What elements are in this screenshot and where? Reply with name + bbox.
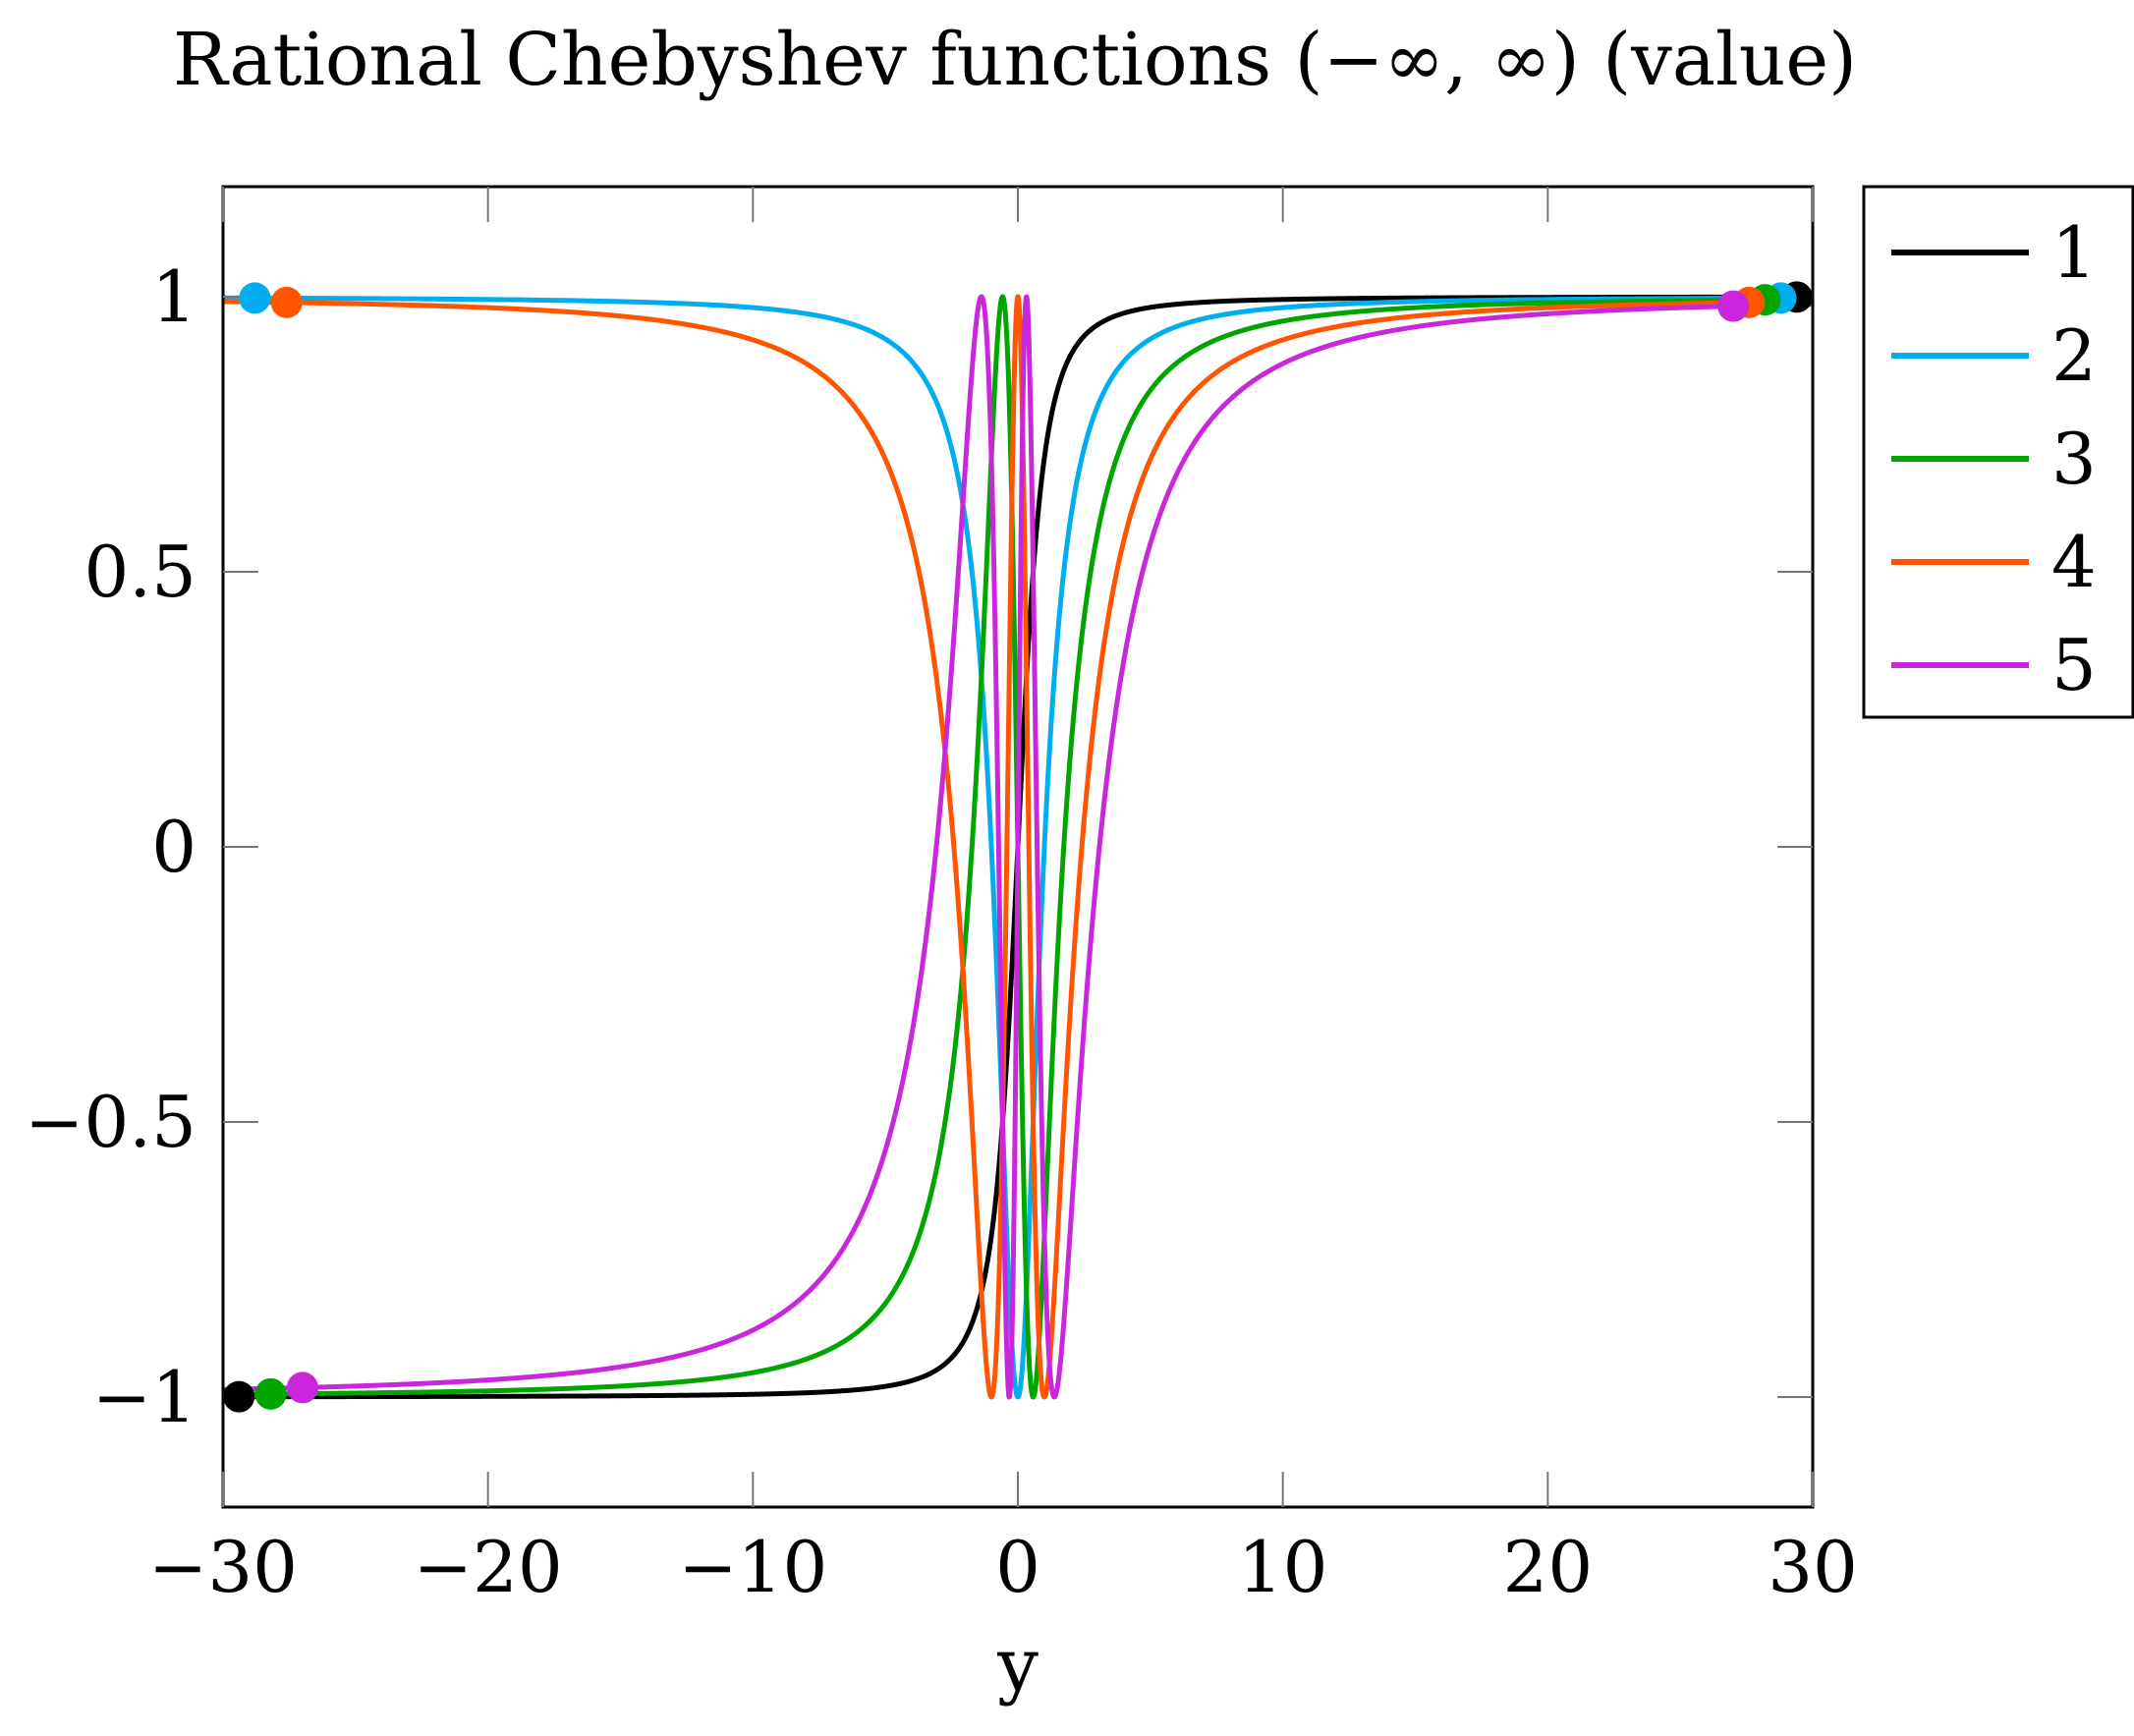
x-axis-label: y [996,1623,1039,1708]
legend-item-5: 5 [1891,624,2097,706]
series-marker-4-left [270,286,303,318]
legend-item-1: 1 [1891,211,2097,294]
legend-label: 5 [2051,624,2097,706]
x-tick-label: −20 [414,1526,563,1608]
axis-ticks: −30 −20 −10 0 10 20 30 −1 −0.5 0 0.5 1 [25,187,1858,1608]
legend-item-4: 4 [1891,521,2097,603]
y-tick-label: 1 [151,255,197,338]
legend-item-3: 3 [1891,418,2097,500]
x-tick-label: 0 [995,1526,1040,1608]
x-tick-label: 10 [1238,1526,1328,1608]
legend-label: 3 [2051,418,2097,500]
series-line-2 [223,295,1813,1400]
chart-title: Rational Chebyshev functions (−∞, ∞) (va… [173,18,1857,102]
y-tick-label: −1 [92,1356,197,1438]
legend: 1 2 3 4 5 [1862,185,2134,719]
series-marker-2-left [239,282,271,314]
series-marker-3-left [254,1377,287,1410]
x-tick-label: 20 [1503,1526,1594,1608]
series-marker-5-right [1717,290,1750,322]
legend-label: 1 [2051,211,2097,294]
legend-box [1862,185,2134,719]
x-tick-label: 30 [1768,1526,1858,1608]
series-marker-5-left [286,1372,318,1404]
x-tick-label: −30 [148,1526,298,1608]
y-tick-label: 0.5 [84,531,197,613]
legend-label: 2 [2051,314,2097,397]
legend-label: 4 [2051,521,2097,603]
plot-area [223,294,1813,1400]
series-line-4 [223,294,1813,1400]
x-tick-label: −10 [678,1526,827,1608]
legend-item-2: 2 [1891,314,2097,397]
series-marker-1-left [223,1380,255,1413]
y-tick-label: −0.5 [25,1081,197,1163]
y-tick-label: 0 [151,806,197,888]
series-line-5 [223,294,1813,1400]
